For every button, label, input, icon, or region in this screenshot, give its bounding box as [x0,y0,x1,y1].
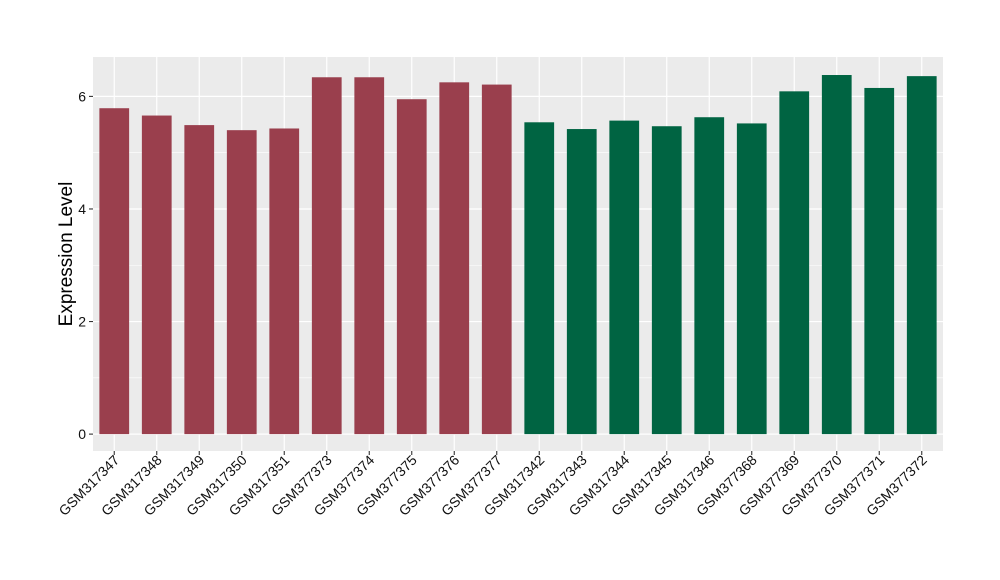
bar-GSM317343 [566,129,597,435]
bar-GSM377369 [779,91,810,435]
bar-GSM377371 [864,87,895,435]
bar-GSM377374 [354,77,385,435]
bar-GSM317351 [269,128,300,435]
bar-GSM377368 [736,123,767,435]
y-axis-title: Expression Level [56,182,77,327]
y-tick-label: 6 [78,88,86,104]
bar-GSM317342 [524,122,555,435]
bar-GSM377375 [396,99,427,435]
bar-GSM317344 [609,120,640,435]
bar-GSM377370 [821,75,852,435]
y-tick-label: 4 [78,201,86,217]
y-tick-label: 2 [78,314,86,330]
bar-GSM317350 [226,130,257,435]
bar-GSM377373 [311,77,342,435]
bars [99,75,937,435]
bar-GSM377372 [906,76,937,435]
bar-GSM317349 [184,125,215,435]
bar-GSM377377 [481,84,512,435]
plot-panel [93,57,943,451]
bar-GSM317346 [694,117,725,435]
bar-GSM317347 [99,108,130,435]
bar-GSM317345 [651,126,682,435]
y-tick-label: 0 [78,426,86,442]
bar-GSM317348 [141,115,172,435]
bar-GSM377376 [439,82,470,435]
